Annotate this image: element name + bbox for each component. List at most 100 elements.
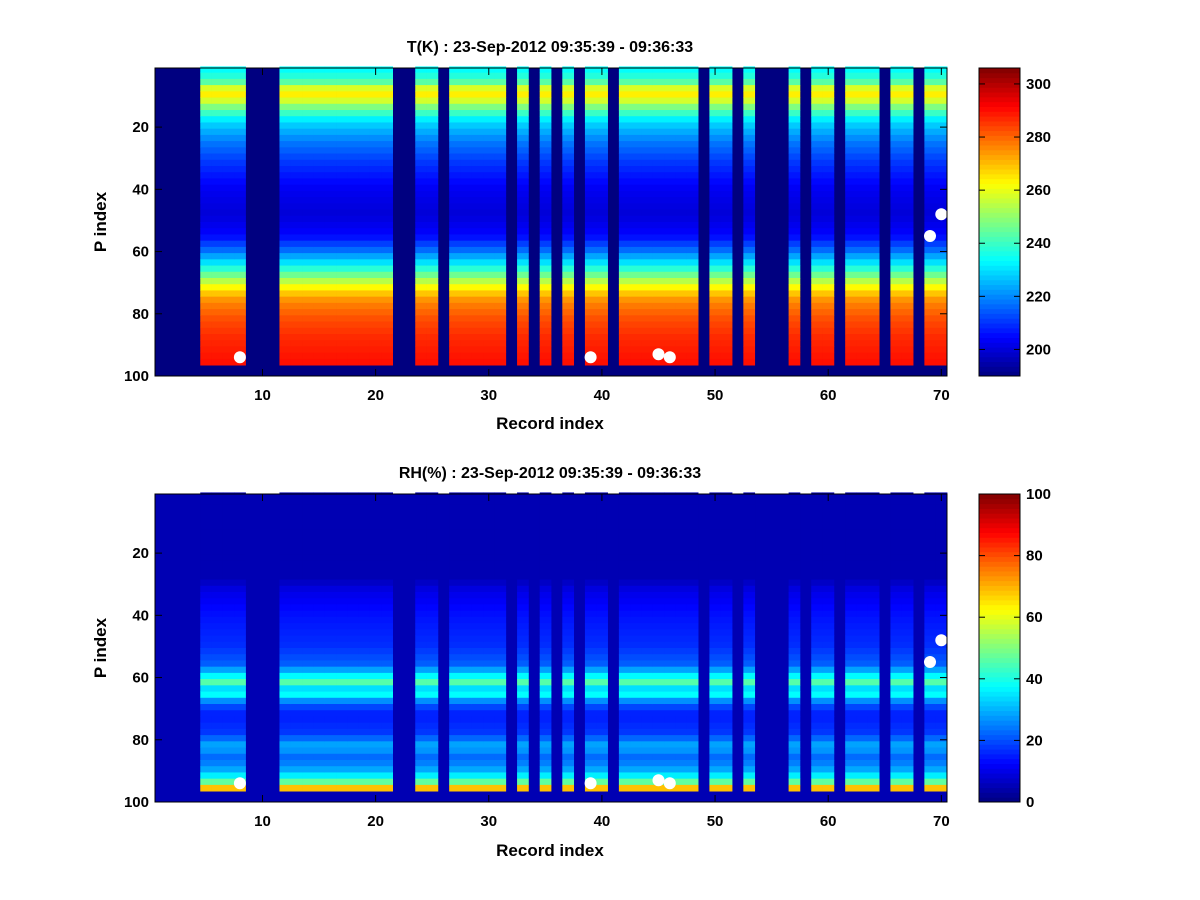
heatmap-cell [460, 585, 473, 593]
heatmap-cell [234, 66, 246, 74]
heatmap-cell [856, 309, 869, 316]
heatmap-cell [539, 623, 552, 630]
heatmap-cell [279, 265, 292, 273]
colorbar-segment [979, 274, 1020, 281]
heatmap-cell [901, 72, 914, 80]
heatmap-cell [630, 685, 642, 692]
heatmap-cell [471, 735, 484, 742]
heatmap-cell [720, 753, 733, 761]
heatmap-cell [743, 560, 756, 568]
heatmap-cell [675, 334, 688, 341]
heatmap-cell [222, 110, 235, 117]
heatmap-cell [358, 542, 371, 549]
heatmap-cell [324, 598, 337, 605]
heatmap-cell [483, 253, 495, 260]
heatmap-cell [313, 598, 326, 605]
heatmap-cell [584, 209, 597, 217]
heatmap-cell [313, 184, 326, 192]
heatmap-cell [901, 159, 914, 167]
heatmap-cell [324, 309, 337, 316]
heatmap-cell [234, 278, 246, 285]
heatmap-cell [426, 309, 439, 316]
heatmap-cell [641, 604, 654, 612]
heatmap-cell [539, 716, 552, 724]
heatmap-cell [562, 259, 575, 266]
heatmap-cell [596, 660, 608, 668]
colorbar-segment [979, 250, 1020, 257]
heatmap-cell [290, 672, 303, 680]
heatmap-cell [890, 741, 903, 748]
heatmap-cell [901, 103, 914, 111]
heatmap-cell [324, 240, 337, 248]
heatmap-cell [290, 691, 303, 699]
heatmap-cell [709, 340, 722, 347]
heatmap-cell [471, 722, 484, 730]
heatmap-cell [539, 585, 552, 593]
heatmap-cell [471, 178, 484, 186]
heatmap-cell [743, 178, 756, 186]
heatmap-cell [426, 278, 439, 285]
heatmap-cell [449, 492, 461, 500]
heatmap-cell [867, 592, 880, 599]
heatmap-cell [279, 78, 292, 86]
heatmap-cell [336, 747, 348, 755]
heatmap-cell [562, 147, 575, 154]
heatmap-cell [222, 784, 235, 792]
marker-point [663, 351, 676, 364]
heatmap-cell [935, 529, 948, 537]
heatmap-cell [313, 122, 326, 130]
heatmap-cell [924, 579, 937, 587]
heatmap-cell [460, 271, 473, 279]
heatmap-cell [539, 315, 552, 322]
heatmap-cell [856, 116, 869, 123]
heatmap-cell [517, 97, 529, 105]
heatmap-cell [856, 122, 869, 130]
heatmap-cell [290, 635, 303, 643]
heatmap-cell [381, 536, 393, 543]
heatmap-cell [222, 772, 235, 780]
heatmap-cell [471, 741, 484, 748]
heatmap-cell [369, 735, 382, 742]
heatmap-cell [822, 103, 835, 111]
heatmap-cell [302, 629, 314, 636]
heatmap-cell [313, 517, 326, 524]
heatmap-cell [426, 772, 439, 780]
heatmap-cell [811, 697, 823, 705]
heatmap-cell [211, 116, 224, 123]
heatmap-cell [517, 542, 529, 549]
heatmap-cell [358, 321, 371, 329]
heatmap-cell [222, 91, 235, 98]
heatmap-cell [596, 585, 608, 593]
heatmap-cell [890, 635, 903, 643]
heatmap-cell [336, 321, 348, 329]
heatmap-cell [381, 610, 393, 618]
heatmap-cell [935, 517, 948, 524]
heatmap-cell [811, 128, 823, 136]
heatmap-cell [483, 604, 495, 612]
colorbar-tick-label: 280 [1026, 129, 1051, 146]
heatmap-cell [935, 629, 948, 636]
heatmap-cell [494, 116, 507, 123]
heatmap-cell [279, 772, 292, 780]
heatmap-cell [867, 685, 880, 692]
heatmap-cell [222, 517, 235, 524]
heatmap-cell [743, 685, 756, 692]
heatmap-cell [562, 278, 575, 285]
heatmap-cell [630, 573, 642, 580]
heatmap-cell [279, 103, 292, 111]
heatmap-cell [822, 190, 835, 198]
heatmap-cell [675, 253, 688, 260]
heatmap-cell [867, 103, 880, 111]
heatmap-cell [562, 240, 575, 248]
heatmap-cell [856, 209, 869, 217]
heatmap-cell [279, 778, 292, 786]
heatmap-cell [222, 747, 235, 755]
heatmap-cell [302, 648, 314, 655]
heatmap-cell [369, 604, 382, 612]
heatmap-cell [471, 85, 484, 92]
heatmap-cell [494, 772, 507, 780]
heatmap-cell [618, 72, 631, 80]
heatmap-cell [686, 234, 699, 242]
heatmap-cell [675, 284, 688, 291]
heatmap-cell [290, 110, 303, 117]
